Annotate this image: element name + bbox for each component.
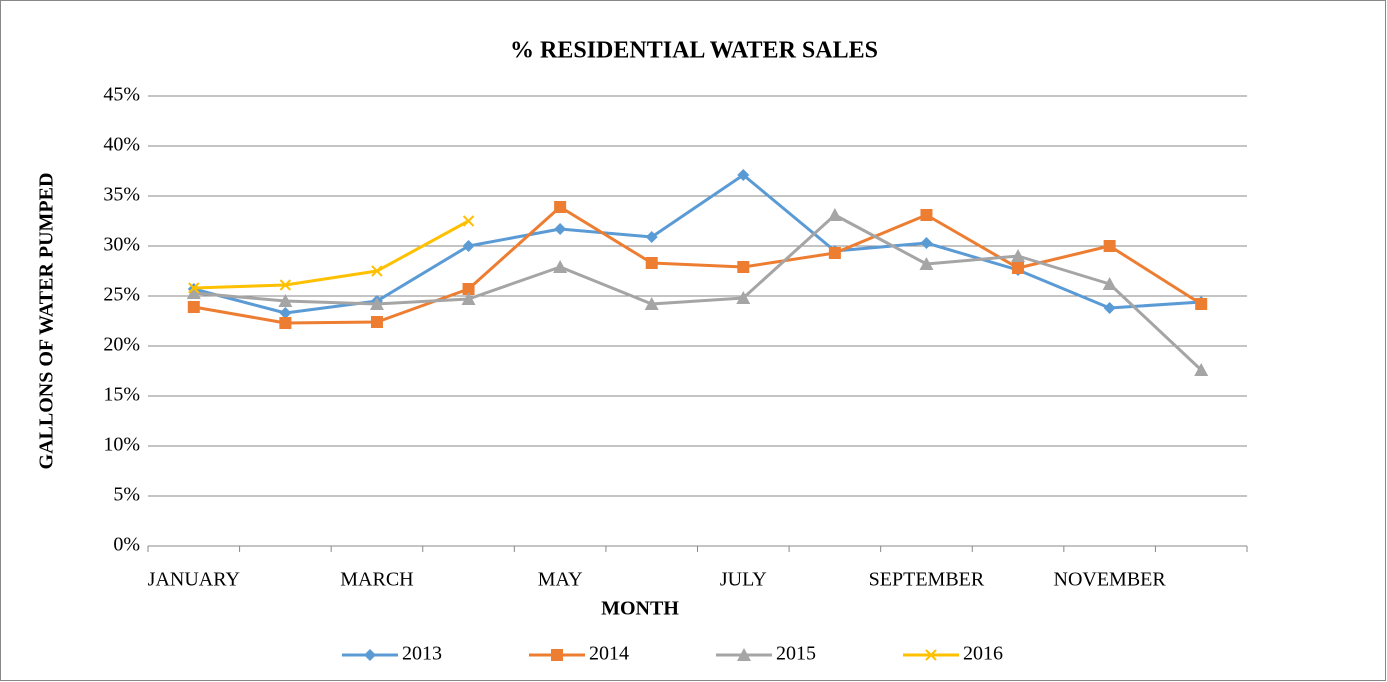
data-point (278, 294, 293, 307)
legend-label: 2016 (963, 643, 1003, 665)
data-point (186, 286, 201, 299)
y-axis-label: GALLONS OF WATER PUMPED (36, 173, 58, 470)
data-point (645, 257, 658, 269)
x-tick-label: MAY (538, 569, 583, 591)
data-point (1012, 262, 1025, 274)
y-tick-label: 35% (103, 184, 140, 206)
data-point (1194, 363, 1209, 376)
x-tick-label: JANUARY (148, 569, 240, 591)
data-point (554, 201, 567, 213)
x-tick-label: NOVEMBER (1054, 569, 1167, 591)
legend-marker (925, 649, 937, 661)
series-line (193, 205, 1203, 325)
y-tick-label: 0% (113, 534, 140, 556)
data-point (187, 301, 200, 313)
x-tick-label: JULY (720, 569, 767, 591)
data-point (369, 297, 384, 310)
data-point (1103, 302, 1116, 314)
y-tick-label: 40% (103, 134, 140, 156)
data-point (462, 240, 475, 252)
data-point (1103, 240, 1116, 252)
data-point (827, 208, 842, 221)
data-point (188, 282, 200, 294)
y-tick-label: 5% (113, 484, 140, 506)
y-tick-label: 30% (103, 234, 140, 256)
y-tick-label: 10% (103, 434, 140, 456)
y-tick-label: 25% (103, 284, 140, 306)
legend-marker (737, 648, 751, 661)
data-point (279, 317, 292, 329)
data-point (371, 265, 383, 277)
data-point (279, 279, 292, 291)
x-tick-label: MARCH (340, 569, 413, 591)
x-tick-label: SEPTEMBER (869, 569, 985, 591)
data-point (919, 257, 934, 270)
data-point (920, 237, 933, 249)
data-point (461, 292, 476, 305)
x-axis-label: MONTH (601, 598, 679, 620)
data-point (1011, 249, 1026, 262)
series-line (193, 213, 1203, 372)
y-tick-label: 15% (103, 384, 140, 406)
data-point (1102, 277, 1117, 290)
data-point (644, 297, 659, 310)
data-point (1195, 298, 1208, 310)
data-point (462, 283, 475, 295)
data-point (370, 316, 383, 328)
legend-label: 2014 (589, 643, 629, 665)
data-point (554, 223, 567, 235)
data-point (279, 307, 292, 319)
data-point (645, 231, 658, 243)
legend-label: 2015 (776, 643, 816, 665)
y-tick-label: 20% (103, 334, 140, 356)
legend-marker (551, 649, 563, 661)
series-line (193, 219, 470, 290)
data-point (737, 261, 750, 273)
data-point (462, 215, 475, 227)
legend-label: 2013 (402, 643, 442, 665)
data-point (920, 209, 933, 221)
data-point (828, 247, 841, 259)
data-point (737, 169, 750, 181)
legend-marker (364, 649, 376, 661)
data-point (553, 260, 568, 273)
chart-title: % RESIDENTIAL WATER SALES (510, 38, 878, 64)
data-point (736, 291, 751, 304)
y-tick-label: 45% (103, 84, 140, 106)
